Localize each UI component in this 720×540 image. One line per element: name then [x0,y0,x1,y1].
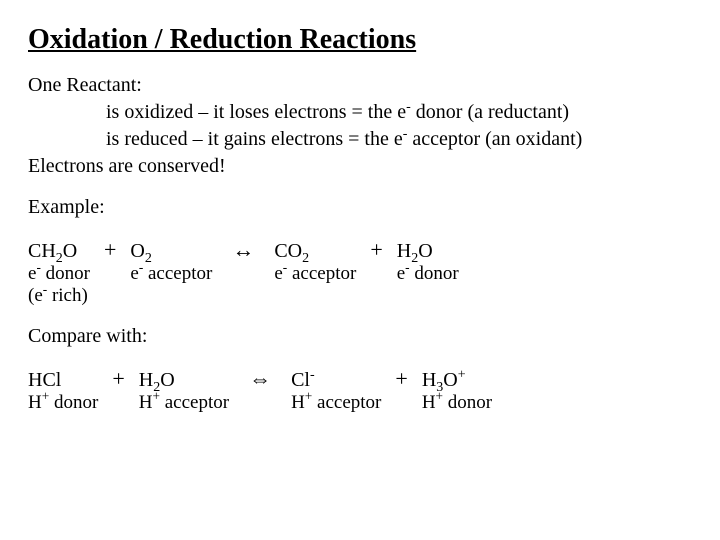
formula: CO2 [274,240,309,263]
text: acceptor (an oxidant) [407,128,582,150]
text: e [130,263,138,284]
eq1-product-1: CO2 e- acceptor [274,240,356,285]
text: O [63,240,77,262]
arrow-op: ⇔ [229,366,291,392]
intro-line-2: is oxidized – it loses electrons = the e… [106,101,692,124]
plus-op: + [98,366,138,392]
role: e- acceptor [274,263,356,285]
intro-line-4: Electrons are conserved! [28,155,692,178]
example-heading: Example: [28,196,692,219]
text: acceptor [143,263,212,284]
text: (e [28,285,43,306]
text: O [443,369,457,391]
text: acceptor [287,263,356,284]
text: H [291,392,305,413]
plus-op: + [90,237,130,263]
role: H+ acceptor [139,392,229,414]
sup-plus: + [152,389,160,404]
eq1-reactant-2: O2 e- acceptor [130,240,212,285]
intro-line-3: is reduced – it gains electrons = the e-… [106,128,692,151]
equation-2: HCl H+ donor + H2O H+ acceptor ⇔ Cl- H+ … [28,366,692,414]
equation-1: CH2O e- donor (e- rich) + O2 e- acceptor… [28,237,692,307]
page-title: Oxidation / Reduction Reactions [28,24,692,56]
text: donor [41,263,90,284]
text: H [139,392,153,413]
text: CO [274,240,302,262]
text: is oxidized – it loses electrons = the e [106,101,406,123]
text: O [160,369,174,391]
role: H+ donor [422,392,492,414]
eq2-product-2: H3O+ H+ donor [422,369,492,414]
text: H [422,392,436,413]
text: donor [410,263,459,284]
sup-plus: + [458,367,466,382]
text: e [274,263,282,284]
formula: H2O [397,240,433,263]
text: donor [49,392,98,413]
role: e- acceptor [130,263,212,285]
role: H+ donor [28,392,98,414]
role: H+ acceptor [291,392,381,414]
role: e- donor [397,263,459,285]
text: donor (a reductant) [411,101,569,123]
text: rich) [47,285,88,306]
eq2-reactant-2: H2O H+ acceptor [139,369,229,414]
text: H [422,369,436,391]
text: e [397,263,405,284]
note: (e- rich) [28,285,88,307]
sup-plus: + [436,389,444,404]
plus-op: + [356,237,396,263]
text: acceptor [160,392,229,413]
plus-op: + [381,366,421,392]
intro-block: One Reactant: is oxidized – it loses ele… [28,74,692,178]
text: H [28,392,42,413]
text: H [139,369,153,391]
text: donor [443,392,492,413]
eq2-product-1: Cl- H+ acceptor [291,369,381,414]
intro-line-1: One Reactant: [28,74,692,97]
text: O [418,240,432,262]
eq1-product-2: H2O e- donor [397,240,459,285]
eq2-reactant-1: HCl H+ donor [28,369,98,414]
text: is reduced – it gains electrons = the e [106,128,403,150]
role: e- donor [28,263,90,285]
eq1-reactant-1: CH2O e- donor (e- rich) [28,240,90,307]
formula: H3O+ [422,369,466,392]
sup-minus: - [310,367,315,382]
arrow-op: ↔ [212,237,274,263]
compare-heading: Compare with: [28,325,692,348]
text: acceptor [312,392,381,413]
text: CH [28,240,56,262]
